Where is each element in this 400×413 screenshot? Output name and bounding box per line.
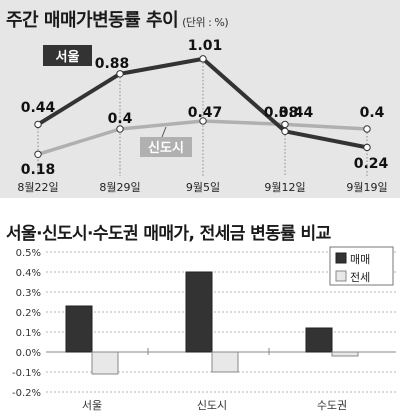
bar-x-tick-0: 서울 xyxy=(82,399,102,412)
bar-y-tick-4: 0.1% xyxy=(16,328,41,339)
bar-y-tick-1: 0.4% xyxy=(16,268,41,279)
bar-s0-1 xyxy=(185,271,213,353)
line-data-label-5: 0.18 xyxy=(21,162,56,178)
bar-y-tick-6: -0.1% xyxy=(12,368,41,379)
line-x-tick-4: 9월19일 xyxy=(346,180,387,194)
line-data-label-7: 0.47 xyxy=(188,105,223,121)
bar-s0-0 xyxy=(65,305,93,353)
panel-divider xyxy=(0,198,400,203)
line-point-s1-4 xyxy=(363,125,371,133)
line-chart-title: 주간 매매가변동률 추이 (단위 : %) xyxy=(6,6,229,32)
line-point-s1-0 xyxy=(34,150,42,159)
bar-legend-label-0: 매매 xyxy=(350,253,370,266)
bar-s1-0 xyxy=(91,351,119,375)
line-data-label-8: 0.44 xyxy=(279,105,314,121)
line-data-label-4: 0.24 xyxy=(354,156,389,172)
line-series-tag-pointer xyxy=(161,126,167,138)
bar-x-tick-1: 신도시 xyxy=(197,399,227,412)
line-point-s0-3 xyxy=(281,127,289,136)
line-point-s0-2 xyxy=(199,55,207,63)
line-data-label-6: 0.4 xyxy=(108,111,133,127)
bar-legend-label-1: 전세 xyxy=(350,271,370,284)
bar-s1-2 xyxy=(331,351,359,357)
bar-s0-2 xyxy=(305,327,333,353)
line-chart-unit: (단위 : %) xyxy=(182,16,229,29)
line-x-tick-3: 9월12일 xyxy=(264,180,305,194)
line-chart-title-text: 주간 매매가변동률 추이 xyxy=(6,10,179,31)
line-series-tag-1 xyxy=(140,137,192,157)
line-x-tick-0: 8월22일 xyxy=(17,180,58,194)
line-series-name-0: 서울 xyxy=(56,49,80,65)
line-point-s0-1 xyxy=(116,70,124,78)
line-point-s1-1 xyxy=(116,125,124,133)
line-data-label-9: 0.4 xyxy=(360,105,385,121)
line-data-label-0: 0.44 xyxy=(21,100,56,116)
line-series-name-1: 신도시 xyxy=(148,141,184,156)
line-data-label-3: 0.38 xyxy=(264,105,299,121)
line-data-label-1: 0.88 xyxy=(95,56,130,72)
bar-y-tick-5: 0.0% xyxy=(16,348,41,359)
bar-y-tick-2: 0.3% xyxy=(16,288,41,299)
line-x-tick-1: 8월29일 xyxy=(99,180,140,194)
bar-s1-1 xyxy=(211,351,239,373)
line-chart-panel xyxy=(0,0,400,198)
bar-legend-swatch-0 xyxy=(335,252,347,264)
bar-y-tick-3: 0.2% xyxy=(16,308,41,319)
bar-legend-swatch-1 xyxy=(335,270,347,282)
line-x-tick-2: 9월5일 xyxy=(186,180,220,194)
line-series-0 xyxy=(36,56,368,150)
bar-x-tick-2: 수도권 xyxy=(317,399,347,412)
line-point-s1-3 xyxy=(281,120,289,129)
line-data-label-2: 1.01 xyxy=(188,38,223,54)
line-point-s0-0 xyxy=(34,120,42,129)
line-series-tag-0 xyxy=(43,45,92,66)
bar-y-tick-7: -0.2% xyxy=(12,388,41,399)
line-point-s0-4 xyxy=(363,143,371,152)
bar-y-tick-0: 0.5% xyxy=(16,248,41,259)
bar-chart-title: 서울·신도시·수도권 매매가, 전세금 변동률 비교 xyxy=(6,224,331,244)
line-point-s1-2 xyxy=(199,117,207,125)
